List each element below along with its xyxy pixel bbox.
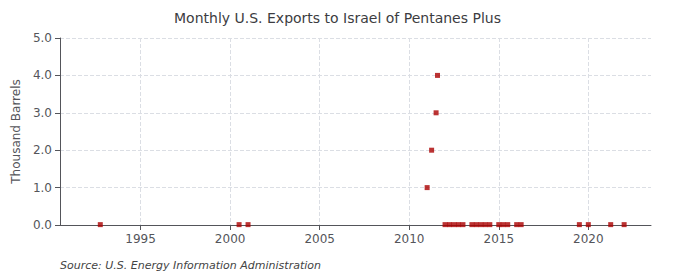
svg-text:3.0: 3.0 [33,106,52,120]
svg-text:5.0: 5.0 [33,31,52,45]
svg-text:2.0: 2.0 [33,143,52,157]
svg-text:4.0: 4.0 [33,68,52,82]
svg-text:2020: 2020 [573,232,604,246]
svg-text:2005: 2005 [304,232,335,246]
svg-text:0.0: 0.0 [33,218,52,232]
svg-text:1995: 1995 [125,232,156,246]
svg-text:2000: 2000 [215,232,246,246]
svg-text:Monthly U.S. Exports to Israel: Monthly U.S. Exports to Israel of Pentan… [174,10,501,26]
svg-text:1.0: 1.0 [33,181,52,195]
svg-text:2015: 2015 [483,232,514,246]
svg-text:Source: U.S. Energy Informatio: Source: U.S. Energy Information Administ… [60,259,321,272]
svg-text:2010: 2010 [394,232,425,246]
svg-text:Thousand Barrels: Thousand Barrels [9,79,23,184]
